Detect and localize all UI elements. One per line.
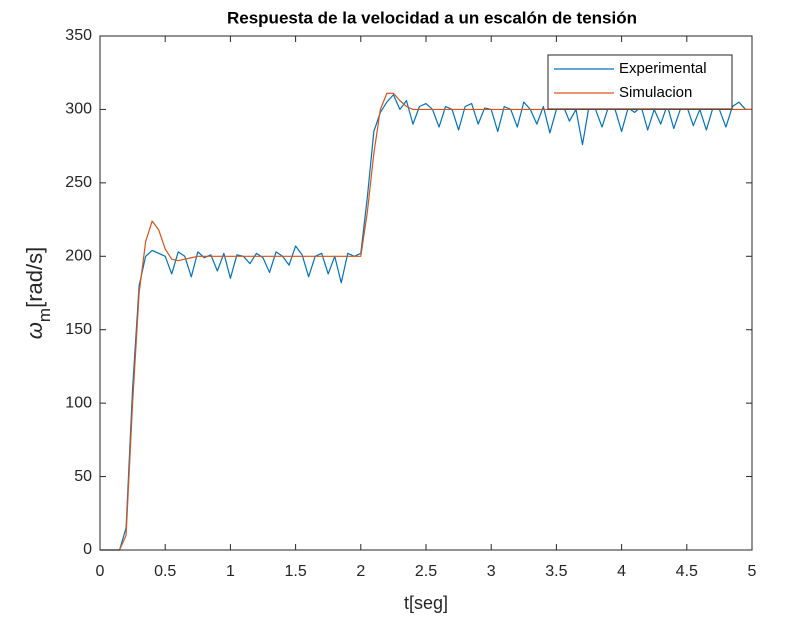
x-tick-label: 5 — [748, 563, 757, 580]
legend: Experimental Simulacion — [547, 54, 733, 110]
x-tick-label: 4.5 — [676, 563, 698, 580]
y-tick-label: 250 — [65, 174, 92, 191]
x-tick-label: 2 — [356, 563, 365, 580]
y-tick-label: 150 — [65, 321, 92, 338]
x-axis-label: t[seg] — [404, 593, 448, 613]
legend-label: Simulacion — [619, 84, 692, 101]
x-tick-label: 4 — [617, 563, 626, 580]
y-tick-label: 0 — [83, 541, 92, 558]
y-tick-label: 200 — [65, 248, 92, 265]
x-tick-label: 1.5 — [284, 563, 306, 580]
axes-box — [99, 35, 753, 551]
legend-label: Experimental — [619, 60, 707, 77]
x-tick-label: 2.5 — [415, 563, 437, 580]
y-tick-label: 50 — [74, 468, 92, 485]
y-label-symbol: ω — [22, 322, 47, 339]
x-tick-label: 0.5 — [154, 563, 176, 580]
plot-area — [100, 36, 752, 550]
y-tick-label: 100 — [65, 394, 92, 411]
y-tick-label: 300 — [65, 101, 92, 118]
x-tick-label: 0 — [96, 563, 105, 580]
y-tick-label: 350 — [65, 27, 92, 44]
x-tick-label: 3.5 — [545, 563, 567, 580]
y-label-subscript: m — [35, 308, 54, 322]
y-axis-label: ωm[rad/s] — [22, 247, 54, 339]
legend-box — [547, 54, 733, 110]
x-tick-label: 3 — [487, 563, 496, 580]
y-label-unit: [rad/s] — [22, 247, 47, 308]
chart-title: Respuesta de la velocidad a un escalón d… — [227, 8, 637, 27]
x-tick-label: 1 — [226, 563, 235, 580]
